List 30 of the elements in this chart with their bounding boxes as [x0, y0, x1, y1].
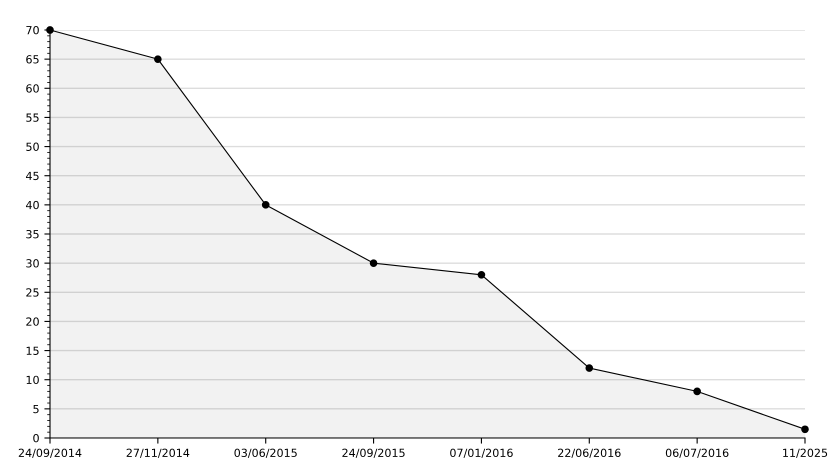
- y-tick-label: 65: [26, 55, 39, 64]
- x-tick-label: 24/09/2014: [18, 448, 82, 458]
- y-tick-label: 15: [26, 346, 39, 355]
- y-tick-label: 5: [33, 404, 39, 414]
- y-tick-label: 20: [26, 317, 39, 326]
- point: [370, 259, 378, 267]
- point: [801, 425, 809, 434]
- y-tick-label: 40: [26, 200, 39, 210]
- y-tick-label: 25: [26, 288, 39, 297]
- y-tick-label: 45: [26, 172, 39, 180]
- y-tick-label: 35: [26, 230, 39, 238]
- y-tick-label: 55: [26, 114, 39, 122]
- y-tick-label: 50: [26, 142, 39, 151]
- y-tick-label: 60: [26, 84, 39, 93]
- x-tick-label: 24/09/2015: [342, 448, 405, 458]
- y-tick-label: 70: [26, 26, 39, 34]
- x-tick-label: 27/11/2014: [126, 448, 190, 458]
- point: [262, 201, 270, 209]
- point: [154, 55, 162, 63]
- y-tick-label: 30: [26, 259, 39, 268]
- point: [693, 388, 701, 396]
- point: [585, 364, 594, 372]
- x-tick-label: 11/2025: [783, 448, 828, 458]
- y-tick-label: 10: [26, 376, 39, 384]
- x-tick-label: 06/07/2016: [666, 448, 728, 458]
- point: [478, 270, 486, 279]
- y-tick-label: 0: [33, 434, 39, 442]
- x-tick-label: 22/06/2016: [558, 448, 621, 458]
- x-tick-label: 03/06/2015: [234, 448, 297, 458]
- x-tick-label: 07/01/2016: [450, 448, 513, 458]
